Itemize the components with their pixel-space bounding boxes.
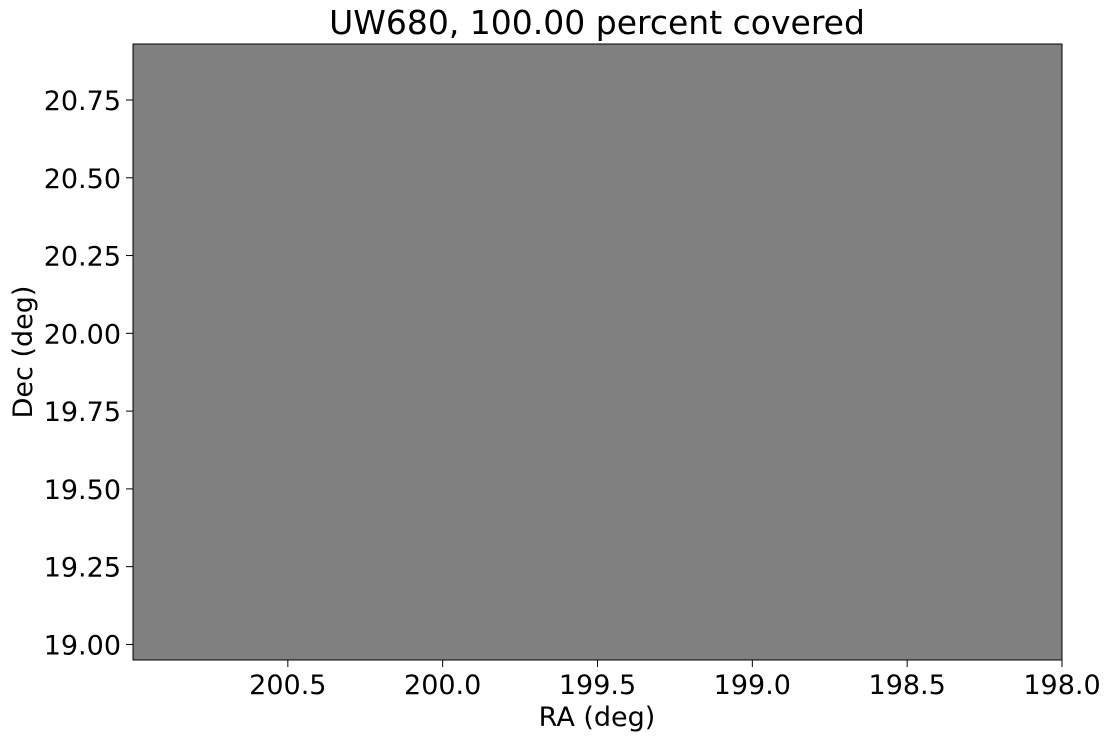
coverage-fill <box>133 44 1062 660</box>
x-tick-label: 199.0 <box>714 670 791 701</box>
y-tick-label: 19.00 <box>44 630 121 661</box>
plot-area <box>132 43 1063 661</box>
x-axis-label: RA (deg) <box>539 702 656 733</box>
y-axis: 19.00 19.25 19.50 19.75 20.00 20.25 20.50 20.75 <box>44 86 133 661</box>
x-tick-label: 200.5 <box>249 670 326 701</box>
x-tick-label: 198.5 <box>869 670 946 701</box>
y-tick-label: 20.50 <box>44 164 121 195</box>
x-tick-label: 199.5 <box>559 670 636 701</box>
y-tick-label: 20.00 <box>44 319 121 350</box>
chart-title: UW680, 100.00 percent covered <box>329 3 865 42</box>
y-tick-label: 20.25 <box>44 242 121 273</box>
y-axis-label: Dec (deg) <box>8 286 39 419</box>
y-tick-label: 20.75 <box>44 86 121 117</box>
y-tick-label: 19.50 <box>44 475 121 506</box>
x-tick-label: 198.0 <box>1023 670 1100 701</box>
y-tick-label: 19.75 <box>44 397 121 428</box>
y-tick-label: 19.25 <box>44 553 121 584</box>
x-tick-label: 200.0 <box>404 670 481 701</box>
x-axis: 200.5 200.0 199.5 199.0 198.5 198.0 <box>249 660 1101 701</box>
